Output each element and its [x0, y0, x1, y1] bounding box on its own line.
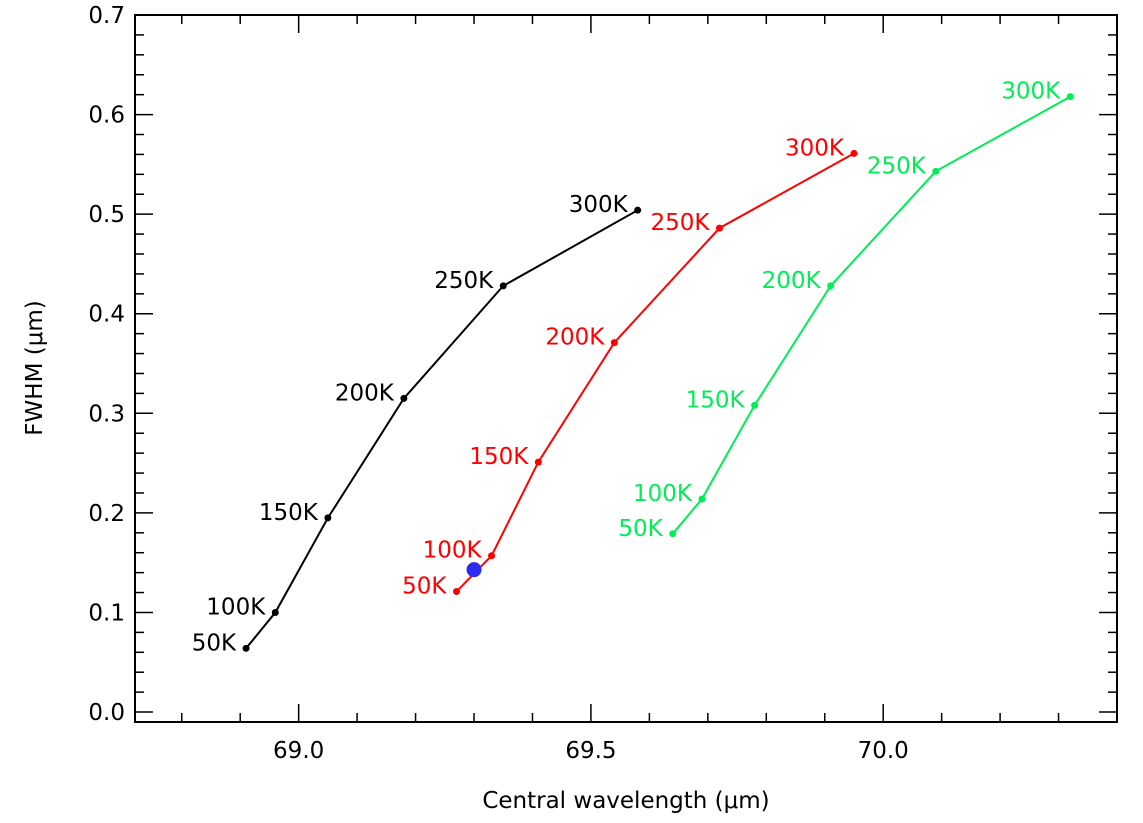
x-axis-label: Central wavelength (μm)	[482, 788, 769, 814]
data-point	[751, 401, 759, 409]
point-label: 50K	[618, 516, 663, 542]
point-label: 150K	[469, 444, 529, 470]
y-tick-label: 0.2	[88, 501, 125, 527]
point-label: 200K	[762, 268, 822, 294]
y-tick-label: 0.7	[88, 3, 125, 29]
point-label: 300K	[785, 135, 845, 161]
point-label: 150K	[686, 387, 746, 413]
axis-ticks: 69.0 69.5 70.0 0.0 0.1 0.2 0.3 0.4 0.5 0.6 0.7	[88, 3, 1118, 764]
point-label: 250K	[434, 268, 494, 294]
y-tick-label: 0.5	[88, 202, 125, 228]
data-point	[400, 394, 408, 402]
point-label: 100K	[206, 594, 266, 620]
data-point	[827, 282, 835, 290]
point-label: 200K	[335, 380, 395, 406]
data-point	[850, 149, 858, 157]
data-point	[271, 608, 279, 616]
y-tick-label: 0.3	[88, 401, 125, 427]
data-point	[488, 552, 496, 560]
data-point	[242, 644, 250, 652]
y-tick-label: 0.0	[88, 700, 125, 726]
series-layer	[242, 93, 1074, 652]
point-label: 100K	[633, 481, 693, 507]
point-label: 250K	[867, 153, 927, 179]
x-tick-label: 70.0	[858, 738, 909, 764]
data-point	[534, 458, 542, 466]
data-point	[499, 282, 507, 290]
highlight-point	[466, 562, 482, 578]
plot-frame	[134, 14, 1118, 723]
data-point	[1066, 93, 1074, 101]
data-point	[698, 495, 706, 503]
point-label: 250K	[651, 210, 711, 236]
series-line	[672, 95, 1071, 535]
series-line	[455, 152, 855, 593]
data-point	[716, 224, 724, 232]
data-point	[610, 339, 618, 347]
data-point	[634, 206, 642, 214]
series-line	[245, 209, 639, 649]
point-label: 100K	[423, 538, 483, 564]
data-point	[324, 514, 332, 522]
x-tick-label: 69.0	[273, 738, 324, 764]
x-tick-label: 69.5	[565, 738, 616, 764]
data-point	[669, 530, 677, 538]
point-label: 50K	[402, 574, 447, 600]
y-tick-label: 0.4	[88, 302, 125, 328]
point-label: 150K	[259, 500, 319, 526]
y-axis-label: FWHM (μm)	[22, 300, 48, 435]
data-point	[452, 588, 460, 596]
point-label: 200K	[545, 325, 605, 351]
point-label: 50K	[192, 630, 237, 656]
point-label: 300K	[569, 192, 629, 218]
y-tick-label: 0.1	[88, 600, 125, 626]
data-point	[932, 167, 940, 175]
y-tick-label: 0.6	[88, 103, 125, 129]
point-label: 300K	[1001, 79, 1061, 105]
point-labels-layer: 50K 100K 150K 200K 250K 300K 50K 100K 150K 200K 25…	[192, 79, 1061, 657]
